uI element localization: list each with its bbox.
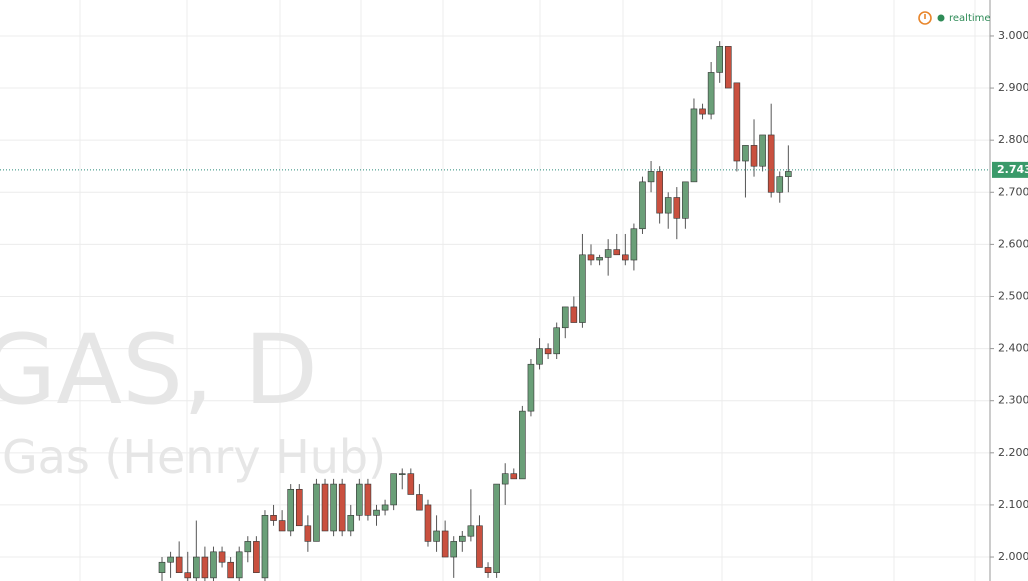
candle-body xyxy=(785,171,792,177)
candle-body xyxy=(278,520,286,532)
candle-body xyxy=(184,572,192,579)
y-tick-label: 2.700 xyxy=(998,185,1028,198)
candle-body xyxy=(750,145,758,167)
candle-body xyxy=(450,541,458,558)
candle-body xyxy=(767,134,775,193)
candle-body xyxy=(776,176,784,193)
candle-body xyxy=(742,145,749,162)
candle-body xyxy=(321,483,329,532)
y-tick-label: 2.500 xyxy=(998,289,1028,302)
candles xyxy=(0,41,990,581)
candle-body xyxy=(553,327,560,355)
candle-body xyxy=(313,483,320,542)
candle-body xyxy=(295,488,303,527)
candle-body xyxy=(536,348,543,365)
candle-body xyxy=(270,515,277,521)
y-tick-label: 2.300 xyxy=(998,394,1028,407)
candle-body xyxy=(527,363,535,412)
candle-body xyxy=(519,410,526,480)
last-price-label: 2.743 xyxy=(997,163,1028,176)
candle-body xyxy=(347,515,355,532)
candle-body xyxy=(587,254,595,261)
candle-body xyxy=(604,249,612,258)
candle-body xyxy=(381,504,389,511)
candle-body xyxy=(338,483,346,532)
y-tick-label: 2.000 xyxy=(998,550,1028,563)
candle-body xyxy=(304,525,312,542)
candle-body xyxy=(561,306,569,329)
candle-body xyxy=(707,72,715,115)
candle-body xyxy=(356,483,363,516)
candle-body xyxy=(407,473,415,495)
watermark-symbol: GAS, D xyxy=(0,314,318,426)
warning-mark xyxy=(924,14,926,19)
candle-body xyxy=(639,181,646,230)
candle-body xyxy=(699,108,706,115)
vertical-grid xyxy=(79,0,976,581)
candle-body xyxy=(493,483,500,573)
candle-body xyxy=(244,541,252,553)
y-tick-label: 2.200 xyxy=(998,446,1028,459)
candle-body xyxy=(467,525,475,537)
candle-body xyxy=(390,473,397,506)
candle-body xyxy=(759,134,766,167)
status-dot xyxy=(937,14,945,22)
candle-body xyxy=(476,525,483,568)
price-axis: 2.000 2.100 2.200 2.300 2.400 2.500 2.600 2.700… xyxy=(990,29,1028,563)
candle-body xyxy=(733,82,741,162)
candle-body xyxy=(501,473,509,485)
y-tick-label: 2.600 xyxy=(998,237,1028,250)
candle-body xyxy=(433,530,440,542)
candle-body xyxy=(544,348,552,355)
candle-body xyxy=(682,181,689,219)
candle-body xyxy=(622,254,629,261)
candle-body xyxy=(510,473,518,480)
candle-body xyxy=(330,483,337,532)
watermark-name: Gas (Henry Hub) xyxy=(2,430,386,484)
candle-body xyxy=(690,108,698,183)
candle-body xyxy=(261,515,269,579)
candle-body xyxy=(398,473,406,475)
candle-body xyxy=(287,488,295,532)
y-tick-label: 2.100 xyxy=(998,498,1028,511)
candle-body xyxy=(175,556,183,573)
candle-body xyxy=(673,197,681,219)
candle-body xyxy=(201,556,209,579)
candle-body xyxy=(218,551,226,563)
candle-body xyxy=(373,509,380,516)
y-tick-label: 2.900 xyxy=(998,81,1028,94)
last-price-tag xyxy=(992,161,1028,178)
candle-body xyxy=(253,541,260,573)
candle-body xyxy=(716,46,724,73)
candle-body xyxy=(596,257,603,261)
candle-body xyxy=(647,171,655,183)
candle-body xyxy=(158,561,166,573)
y-tick-label: 2.400 xyxy=(998,342,1028,355)
candle-body xyxy=(227,561,234,579)
candle-body xyxy=(235,551,243,579)
candle-body xyxy=(630,228,638,261)
candle-body xyxy=(664,197,672,214)
candle-body xyxy=(416,494,423,511)
candle-body xyxy=(484,567,492,573)
candle-body xyxy=(458,535,466,542)
candle-body xyxy=(167,556,174,563)
candle-body xyxy=(364,483,372,516)
candle-body xyxy=(724,46,732,89)
candle-body xyxy=(441,530,449,558)
warning-icon[interactable] xyxy=(918,11,932,25)
y-tick-label: 2.800 xyxy=(998,133,1028,146)
status-label: realtime xyxy=(949,13,991,24)
candle-body xyxy=(656,171,663,214)
candle-body xyxy=(210,551,217,579)
candle-body xyxy=(613,249,621,256)
candle-body xyxy=(579,254,586,323)
candle-body xyxy=(570,306,578,323)
candle-body xyxy=(424,504,432,542)
candle-body xyxy=(193,556,200,579)
y-tick-label: 3.000 xyxy=(998,29,1028,42)
